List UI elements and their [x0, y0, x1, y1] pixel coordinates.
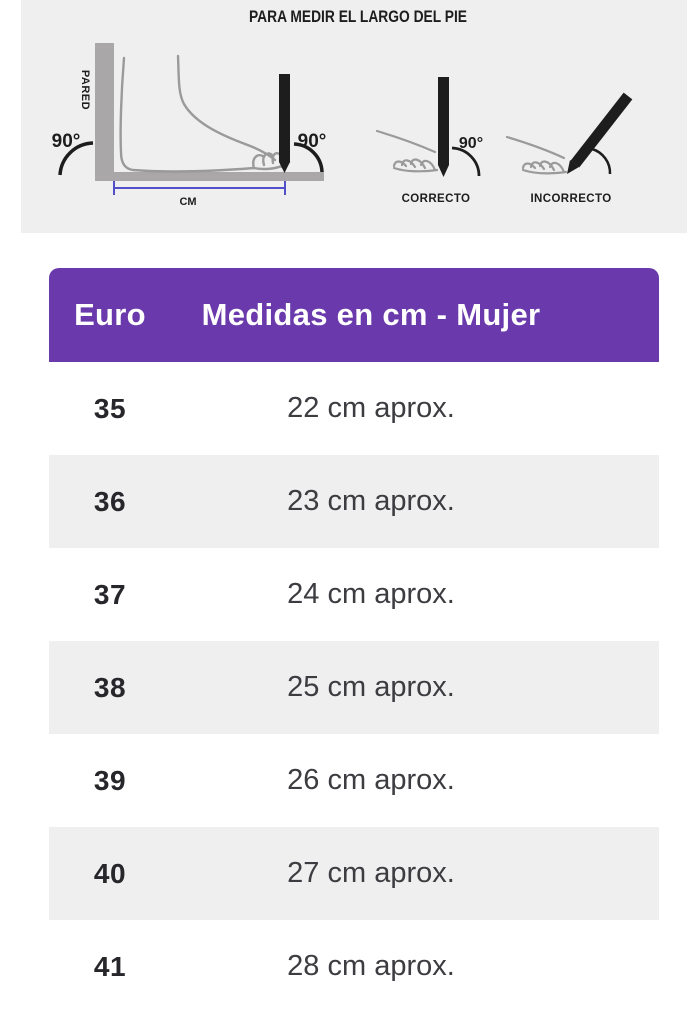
cm-measure-line — [113, 181, 286, 195]
table-row: 39 26 cm aprox. — [49, 734, 659, 827]
size-value: 39 — [93, 764, 127, 796]
toes-outline — [505, 135, 568, 175]
diagram-title: PARA MEDIR EL LARGO DEL PIE — [249, 8, 467, 26]
header-euro: Euro — [74, 297, 146, 332]
table-row: 41 28 cm aprox. — [49, 920, 659, 1013]
size-value: 38 — [93, 671, 127, 703]
foot-measuring-illustration: PARA MEDIR EL LARGO DEL PIE PARED — [52, 8, 633, 208]
foot-measuring-guide: PARA MEDIR EL LARGO DEL PIE PARED — [21, 0, 687, 233]
wall-shape — [95, 43, 114, 181]
measure-value: 22 cm aprox. — [287, 392, 455, 424]
measure-value: 24 cm aprox. — [287, 578, 455, 610]
size-table-header: Euro Medidas en cm - Mujer — [49, 268, 659, 362]
incorrect-angle-arc — [591, 147, 612, 175]
table-row: 37 24 cm aprox. — [49, 548, 659, 641]
measure-value: 25 cm aprox. — [287, 671, 455, 703]
foot-against-wall-illustration: PARED 90° 90° — [52, 43, 326, 208]
table-row: 40 27 cm aprox. — [49, 827, 659, 920]
floor-shape — [95, 172, 324, 181]
correct-angle-arc — [451, 146, 481, 177]
measure-value: 27 cm aprox. — [287, 857, 455, 889]
pencil-icon — [279, 74, 290, 173]
wall-label: PARED — [79, 70, 91, 110]
correct-label: CORRECTO — [402, 193, 471, 205]
measure-value: 26 cm aprox. — [287, 764, 455, 796]
incorrect-pencil-illustration: INCORRECTO — [505, 92, 633, 205]
incorrect-label: INCORRECTO — [530, 193, 611, 205]
size-value: 35 — [93, 392, 127, 424]
foot-outline — [119, 54, 291, 173]
tilted-pencil-icon — [567, 92, 633, 174]
measure-value: 23 cm aprox. — [287, 485, 455, 517]
size-value: 40 — [93, 857, 127, 889]
left-angle-label: 90° — [52, 131, 81, 152]
table-row: 38 25 cm aprox. — [49, 641, 659, 734]
correct-angle-label: 90° — [459, 135, 483, 152]
size-table: Euro Medidas en cm - Mujer 35 22 cm apro… — [49, 268, 659, 1013]
left-angle-arc — [58, 141, 94, 176]
table-row: 36 23 cm aprox. — [49, 455, 659, 548]
size-value: 37 — [93, 578, 127, 610]
pencil-icon — [438, 77, 449, 177]
right-angle-arc — [293, 142, 324, 173]
correct-pencil-illustration: 90° CORRECTO — [375, 77, 483, 205]
header-measure: Medidas en cm - Mujer — [201, 297, 541, 332]
size-value: 41 — [93, 950, 127, 982]
table-row: 35 22 cm aprox. — [49, 362, 659, 455]
size-value: 36 — [93, 485, 127, 517]
toes-outline — [375, 129, 439, 173]
measure-value: 28 cm aprox. — [287, 950, 455, 982]
cm-label: CM — [179, 196, 196, 208]
